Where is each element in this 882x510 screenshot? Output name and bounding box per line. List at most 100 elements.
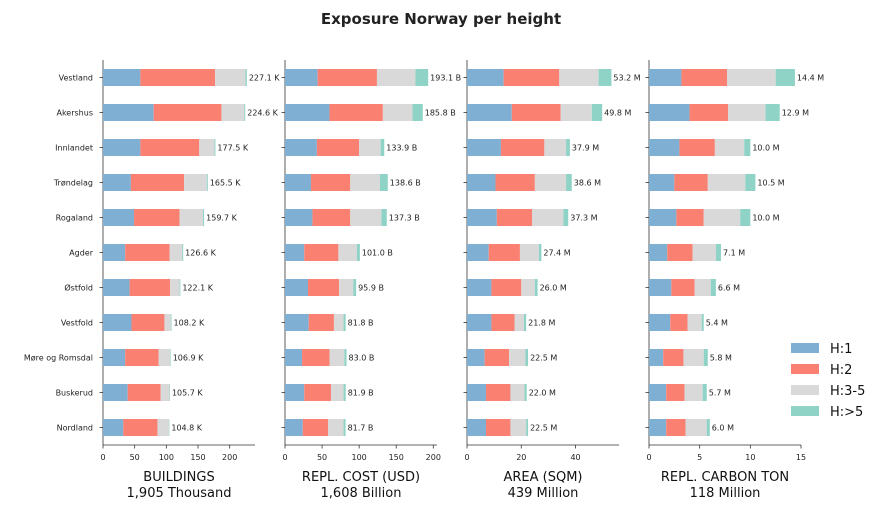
bar-total-label: 105.7 K	[172, 389, 203, 398]
x-axis-total-label: 1,905 Thousand	[127, 486, 232, 501]
legend: H:1 H:2 H:3-5 H:>5	[791, 342, 865, 420]
bar-segment-h-2	[495, 174, 535, 191]
bar-segment-h-1	[467, 139, 501, 156]
bar-segment-h-2	[153, 104, 222, 121]
bar-segment-h-3-5	[714, 139, 745, 156]
bar-segment-h-5	[591, 104, 603, 121]
bar-segment-h-5	[356, 244, 360, 261]
y-tick-label: Innlandet	[55, 144, 93, 153]
bar-segment-h-2	[316, 139, 360, 156]
x-axis-label: REPL. COST (USD)	[302, 470, 420, 485]
bar-segment-h-1	[285, 69, 318, 86]
bar-segment-h-5	[380, 139, 385, 156]
bar-segment-h-2	[302, 349, 330, 366]
bar-segment-h-5	[415, 69, 429, 86]
x-tick-label: 0	[282, 453, 287, 462]
bar-segment-h-3-5	[532, 209, 564, 226]
bar-segment-h-2	[140, 69, 216, 86]
bar-segment-h-3-5	[692, 244, 716, 261]
bar-segment-h-5	[706, 419, 710, 436]
bar-segment-h-1	[103, 244, 126, 261]
bar-segment-h-5	[179, 279, 181, 296]
bar-segment-h-5	[745, 174, 756, 191]
y-tick-label: Agder	[69, 249, 94, 258]
bar-segment-h-1	[467, 419, 486, 436]
bar-segment-h-3-5	[169, 244, 183, 261]
bar-total-label: 37.3 M	[570, 214, 597, 223]
bar-segment-h-5	[744, 139, 751, 156]
bar-segment-h-2	[131, 314, 165, 331]
bar-segment-h-1	[649, 104, 690, 121]
bar-segment-h-1	[649, 244, 668, 261]
x-tick-label: 15	[796, 453, 806, 462]
bar-segment-h-2	[491, 279, 522, 296]
bar-segment-h-5	[244, 104, 246, 121]
bar-segment-h-3-5	[215, 69, 246, 86]
bar-segment-h-2	[674, 174, 708, 191]
bar-segment-h-5	[710, 279, 716, 296]
bar-segment-h-3-5	[339, 279, 354, 296]
bar-segment-h-2	[676, 209, 704, 226]
bar-segment-h-1	[649, 349, 664, 366]
x-tick-label: 40	[570, 453, 580, 462]
legend-label: H:1	[830, 342, 852, 357]
bar-segment-h-1	[467, 174, 496, 191]
bar-segment-h-5	[379, 174, 388, 191]
bar-segment-h-1	[285, 244, 305, 261]
bar-segment-h-2	[666, 384, 685, 401]
y-tick-label: Vestfold	[61, 319, 93, 328]
bar-segment-h-3-5	[694, 279, 711, 296]
bar-total-label: 126.6 K	[185, 249, 216, 258]
bar-segment-h-2	[130, 174, 185, 191]
bar-segment-h-3-5	[350, 209, 382, 226]
bar-segment-h-3-5	[544, 139, 567, 156]
bar-total-label: 101.0 B	[362, 249, 393, 258]
bar-segment-h-2	[670, 314, 688, 331]
bar-segment-h-5	[702, 384, 707, 401]
bar-total-label: 10.0 M	[752, 214, 779, 223]
bar-total-label: 227.1 K	[249, 74, 280, 83]
bar-total-label: 22.0 M	[529, 389, 556, 398]
x-tick-label: 20	[516, 453, 526, 462]
bar-segment-h-2	[307, 279, 340, 296]
bar-segment-h-1	[285, 174, 311, 191]
y-tick-label: Trøndelag	[53, 179, 93, 188]
bar-segment-h-1	[103, 139, 141, 156]
bar-segment-h-1	[103, 174, 131, 191]
bar-segment-h-1	[467, 279, 492, 296]
panel-3: 0 20 40 AREA (SQM)439 Million 53.2 M 49.8 M 37…	[463, 60, 641, 501]
bar-total-label: 133.9 B	[386, 144, 417, 153]
bar-segment-h-3-5	[184, 174, 207, 191]
bar-segment-h-2	[304, 384, 331, 401]
x-tick-label: 100	[159, 453, 174, 462]
bar-segment-h-3-5	[683, 349, 704, 366]
bar-segment-h-3-5	[330, 384, 344, 401]
legend-swatch	[791, 364, 819, 374]
bar-segment-h-1	[467, 349, 485, 366]
bar-segment-h-5	[214, 139, 216, 156]
bar-segment-h-3-5	[359, 139, 381, 156]
bar-segment-h-5	[343, 384, 346, 401]
bar-segment-h-3-5	[179, 209, 204, 226]
bar-segment-h-2	[666, 419, 686, 436]
bar-segment-h-1	[103, 419, 124, 436]
bar-segment-h-1	[649, 209, 677, 226]
bar-segment-h-2	[491, 314, 515, 331]
bar-segment-h-3-5	[164, 314, 171, 331]
bar-segment-h-5	[715, 244, 721, 261]
bar-segment-h-1	[285, 209, 313, 226]
bar-segment-h-1	[649, 69, 682, 86]
x-tick-label: 0	[646, 453, 651, 462]
bar-segment-h-1	[649, 139, 680, 156]
x-tick-label: 150	[389, 453, 404, 462]
bar-segment-h-1	[103, 209, 135, 226]
bar-segment-h-1	[467, 69, 504, 86]
bar-total-label: 81.7 B	[348, 424, 374, 433]
bar-segment-h-1	[285, 384, 305, 401]
bar-total-label: 49.8 M	[604, 109, 631, 118]
bar-segment-h-3-5	[519, 244, 539, 261]
bar-segment-h-2	[125, 244, 170, 261]
bar-segment-h-3-5	[703, 209, 741, 226]
bar-segment-h-3-5	[684, 384, 703, 401]
bar-total-label: 81.8 B	[348, 319, 374, 328]
